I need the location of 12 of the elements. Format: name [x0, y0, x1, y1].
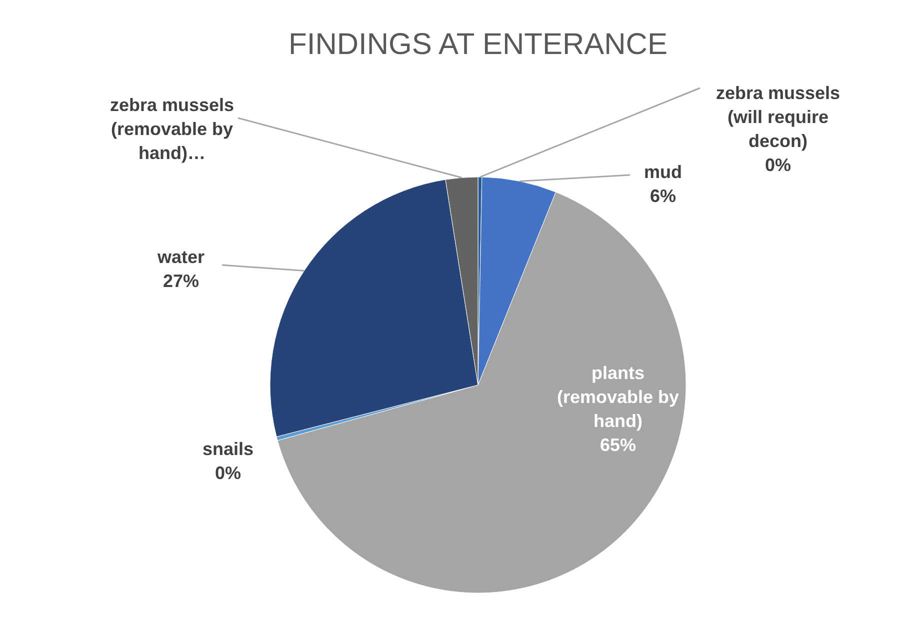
slice-label: snails	[202, 439, 254, 459]
data-label: 6%	[650, 186, 676, 206]
data-label: 65%	[600, 435, 636, 455]
slice-label: mud	[644, 162, 682, 182]
slice-label: zebra mussels (will require decon)	[716, 83, 840, 151]
data-label: 0%	[764, 155, 792, 175]
slice-label: plants (removable by hand)	[556, 363, 680, 431]
slice-label: water	[156, 247, 205, 267]
chart-title: FINDINGS AT ENTERANCE	[288, 28, 668, 61]
data-label: 27%	[162, 271, 200, 291]
slice-label: zebra mussels (removable by hand)…	[110, 95, 234, 163]
data-label: 0%	[214, 463, 242, 483]
